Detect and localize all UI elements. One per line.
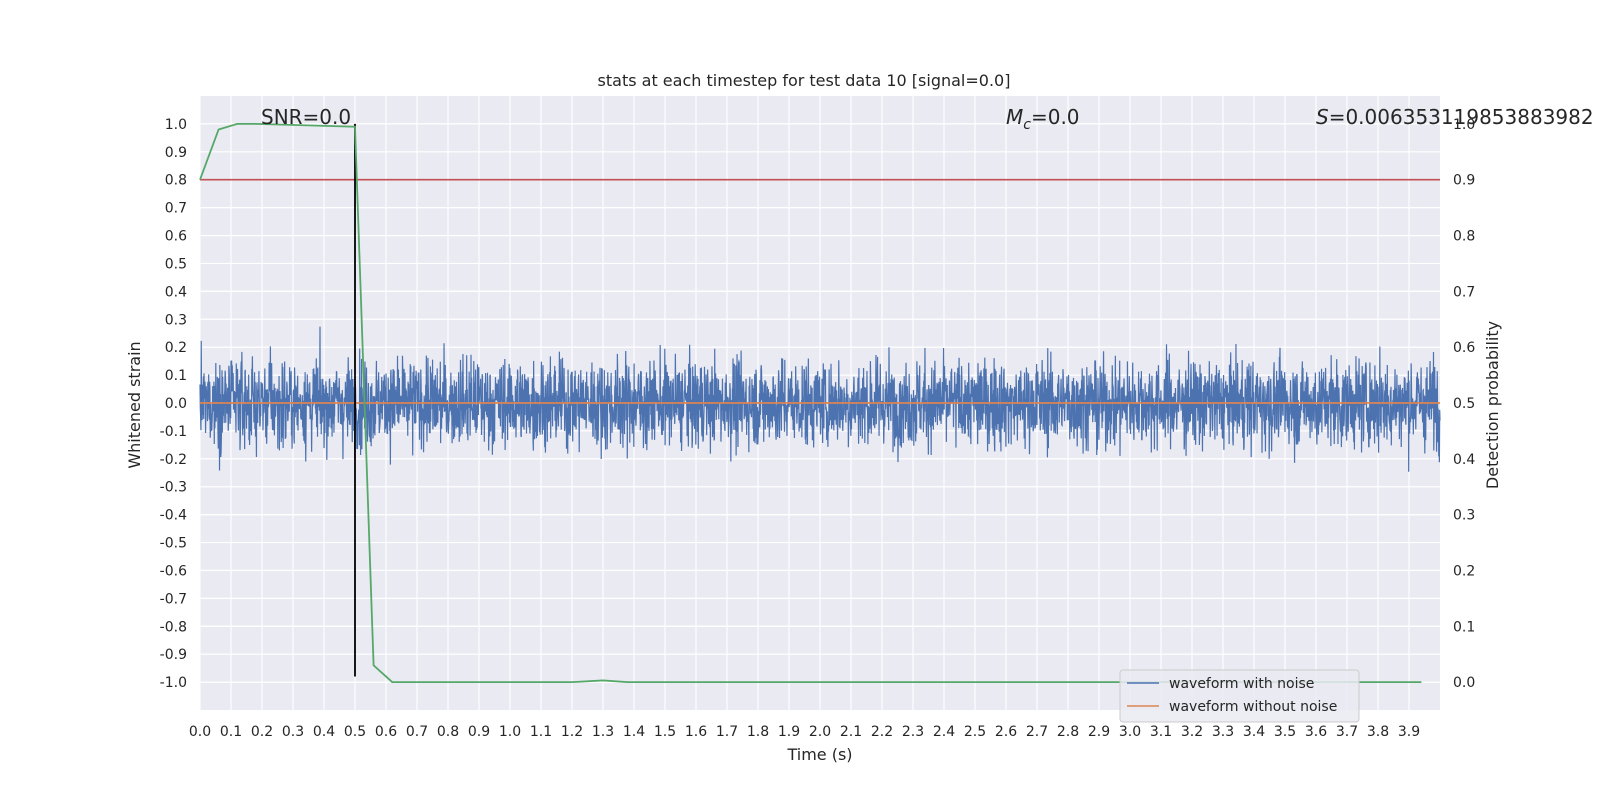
y-tick-label: -0.7: [160, 591, 187, 607]
y2-tick-label: 1.0: [1453, 117, 1475, 133]
x-tick-label: 3.2: [1181, 724, 1203, 740]
noise-waveform-line: [199, 326, 1441, 472]
x-tick-label: 2.2: [871, 724, 893, 740]
legend-label-noise: waveform with noise: [1169, 676, 1314, 692]
y2-axis-label: Detection probability: [1483, 321, 1502, 489]
x-tick-label: 0.9: [468, 724, 490, 740]
x-tick-label: 1.1: [530, 724, 552, 740]
x-tick-labels: 0.0 0.1 0.2 0.3 0.4 0.5 0.6 0.7 0.8 0.9 1.0 1.1 1.2 1…: [189, 724, 1420, 740]
x-tick-label: 3.0: [1119, 724, 1141, 740]
x-tick-label: 0.0: [189, 724, 211, 740]
x-tick-label: 0.5: [344, 724, 366, 740]
y2-tick-label: 0.0: [1453, 675, 1475, 691]
x-tick-label: 2.7: [1026, 724, 1048, 740]
x-tick-label: 2.1: [840, 724, 862, 740]
x-tick-label: 2.8: [1057, 724, 1079, 740]
y2-tick-label: 0.2: [1453, 563, 1475, 579]
y-tick-label: 1.0: [165, 117, 187, 133]
x-tick-label: 3.5: [1274, 724, 1296, 740]
y2-tick-label: 0.4: [1453, 452, 1475, 468]
x-axis-label: Time (s): [786, 745, 852, 764]
y-tick-label: 0.9: [165, 145, 187, 161]
y2-tick-labels: 1.0 0.9 0.8 0.7 0.6 0.5 0.4 0.3 0.2 0.1 0.0: [1453, 117, 1475, 691]
y-axis-label: Whitened strain: [125, 341, 144, 468]
y-tick-label: 0.8: [165, 173, 187, 189]
y-tick-label: 0.0: [165, 396, 187, 412]
s-value: =0.006353119853883982: [1329, 105, 1594, 129]
x-tick-label: 2.9: [1088, 724, 1110, 740]
x-tick-label: 1.3: [592, 724, 614, 740]
y-tick-labels: 1.0 0.9 0.8 0.7 0.6 0.5 0.4 0.3 0.2 0.1 0.0 -0.1 -0.…: [160, 117, 187, 691]
y-tick-label: 0.2: [165, 340, 187, 356]
x-tick-label: 3.9: [1398, 724, 1420, 740]
chart-title: stats at each timestep for test data 10 …: [598, 71, 1011, 90]
snr-annotation: SNR=0.0: [261, 105, 351, 129]
x-tick-label: 2.0: [809, 724, 831, 740]
x-tick-label: 3.6: [1305, 724, 1327, 740]
x-tick-label: 0.3: [282, 724, 304, 740]
x-tick-label: 2.5: [964, 724, 986, 740]
mc-annotation: Mc=0.0: [1006, 105, 1080, 133]
y2-tick-label: 0.7: [1453, 284, 1475, 300]
s-symbol: S: [1316, 105, 1329, 129]
mc-subscript: c: [1023, 117, 1031, 133]
y-tick-label: -0.6: [160, 563, 187, 579]
x-tick-label: 1.5: [654, 724, 676, 740]
y2-tick-label: 0.5: [1453, 396, 1475, 412]
legend-box: [1119, 669, 1360, 723]
x-tick-label: 1.6: [685, 724, 707, 740]
y2-tick-label: 0.1: [1453, 619, 1475, 635]
x-tick-label: 1.9: [778, 724, 800, 740]
x-tick-label: 0.4: [313, 724, 335, 740]
detection-probability-line: [199, 123, 1422, 683]
y-tick-label: -0.3: [160, 480, 187, 496]
noise-series: [199, 326, 1441, 472]
y-tick-label: 0.5: [165, 256, 187, 272]
x-tick-label: 2.6: [995, 724, 1017, 740]
y2-tick-label: 0.9: [1453, 173, 1475, 189]
x-tick-label: 3.3: [1212, 724, 1234, 740]
x-tick-label: 1.7: [716, 724, 738, 740]
x-tick-label: 0.6: [375, 724, 397, 740]
y2-tick-label: 0.6: [1453, 340, 1475, 356]
x-tick-label: 3.4: [1243, 724, 1265, 740]
y-tick-label: -0.4: [160, 508, 187, 524]
y-tick-label: 0.7: [165, 201, 187, 217]
legend-label-clean: waveform without noise: [1169, 699, 1337, 715]
mc-symbol: M: [1006, 105, 1023, 129]
x-tick-label: 1.2: [561, 724, 583, 740]
legend: waveform with noise waveform without noi…: [1119, 669, 1360, 723]
x-tick-label: 2.4: [933, 724, 955, 740]
y2-tick-label: 0.8: [1453, 229, 1475, 245]
s-annotation: S=0.006353119853883982: [1316, 105, 1594, 129]
overlay-lines: [199, 123, 1440, 683]
x-tick-label: 1.0: [499, 724, 521, 740]
x-tick-label: 1.8: [747, 724, 769, 740]
x-tick-label: 0.8: [437, 724, 459, 740]
y-tick-label: 0.6: [165, 229, 187, 245]
x-tick-label: 0.1: [220, 724, 242, 740]
y-tick-label: -0.5: [160, 536, 187, 552]
x-tick-label: 3.1: [1150, 724, 1172, 740]
y2-tick-label: 0.3: [1453, 508, 1475, 524]
y-tick-label: -0.8: [160, 619, 187, 635]
y-tick-label: 0.3: [165, 312, 187, 328]
y-tick-label: -1.0: [160, 675, 187, 691]
y-tick-label: -0.9: [160, 647, 187, 663]
y-tick-label: 0.4: [165, 284, 187, 300]
y-tick-label: 0.1: [165, 368, 187, 384]
x-tick-label: 0.7: [406, 724, 428, 740]
x-tick-label: 0.2: [251, 724, 273, 740]
x-tick-label: 2.3: [902, 724, 924, 740]
y-tick-label: -0.1: [160, 424, 187, 440]
y-tick-label: -0.2: [160, 452, 187, 468]
x-tick-label: 1.4: [623, 724, 645, 740]
mc-value: =0.0: [1031, 105, 1080, 129]
x-tick-label: 3.8: [1367, 724, 1389, 740]
x-tick-label: 3.7: [1336, 724, 1358, 740]
